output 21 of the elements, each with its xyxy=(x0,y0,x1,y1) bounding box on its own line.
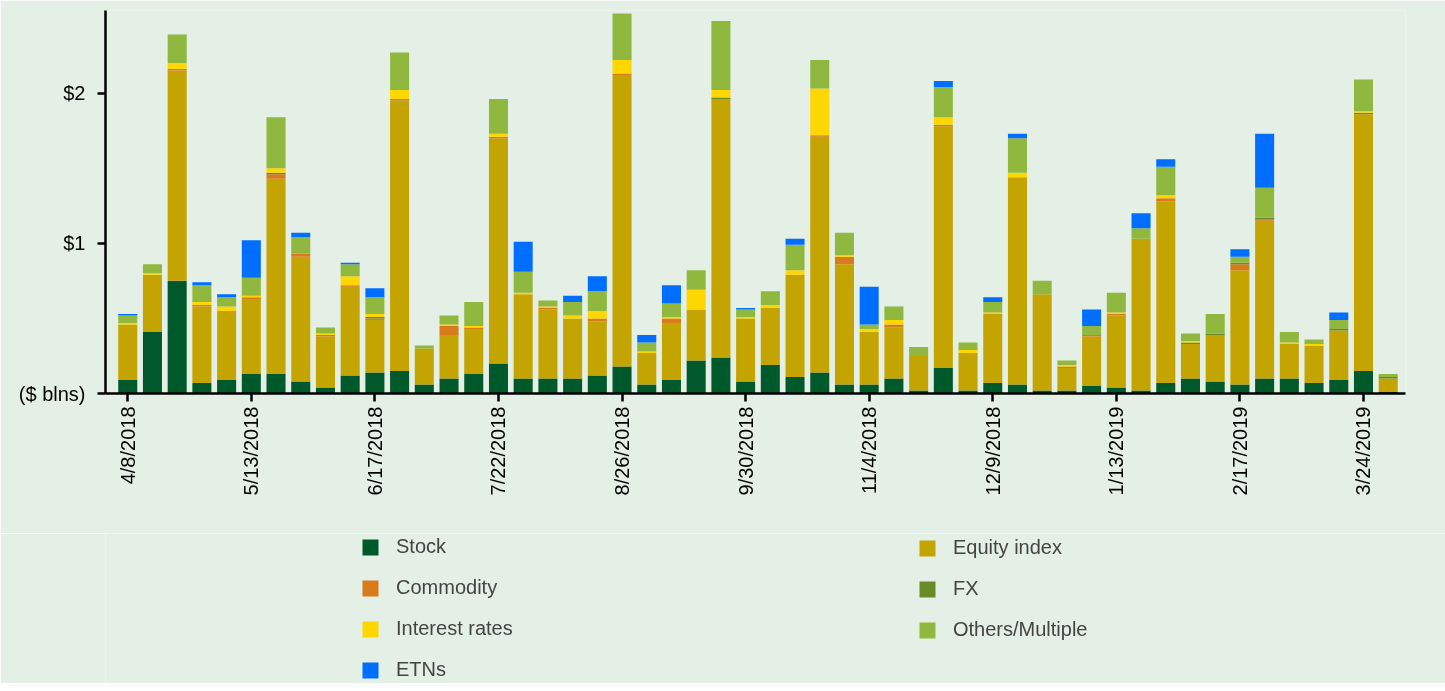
legend-label: Interest rates xyxy=(396,617,513,640)
x-tick-label: 12/9/2018 xyxy=(981,406,1004,496)
legend-label: Stock xyxy=(396,535,447,558)
legend-label: Commodity xyxy=(396,576,498,599)
y-tick-label: ($ blns) xyxy=(18,382,86,405)
legend-label: Others/Multiple xyxy=(953,618,1088,641)
x-tick-label: 7/22/2018 xyxy=(487,406,510,496)
x-tick-label: 4/8/2018 xyxy=(116,406,139,485)
x-tick-label: 8/26/2018 xyxy=(611,406,634,496)
x-tick-label: 1/13/2019 xyxy=(1105,406,1128,496)
x-tick-label: 11/4/2018 xyxy=(858,406,881,494)
legend-label: FX xyxy=(953,577,979,600)
y-tick-label: $2 xyxy=(63,82,86,105)
x-tick-label: 9/30/2018 xyxy=(734,406,757,496)
x-tick-label: 6/17/2018 xyxy=(363,406,386,496)
legend-label: ETNs xyxy=(396,658,446,681)
x-tick-label: 3/24/2019 xyxy=(1352,406,1375,496)
x-tick-label: 2/17/2019 xyxy=(1228,406,1251,496)
y-tick-label: $1 xyxy=(63,232,86,255)
x-tick-label: 5/13/2018 xyxy=(240,406,263,496)
legend-label: Equity index xyxy=(953,536,1062,559)
